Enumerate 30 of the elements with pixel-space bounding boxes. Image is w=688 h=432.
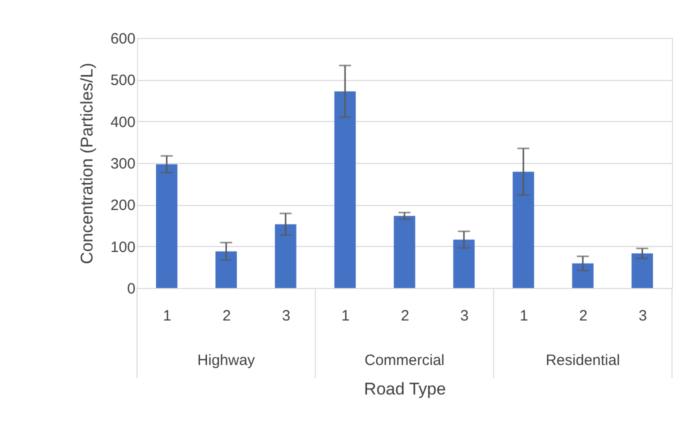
- bar: [274, 224, 296, 288]
- y-tick-label: 300: [110, 156, 136, 172]
- x-tick-label: 1: [341, 308, 350, 324]
- x-tick-label: 1: [520, 308, 528, 324]
- bar: [394, 216, 416, 288]
- x-tick-label: 3: [282, 308, 290, 324]
- bar: [156, 164, 178, 288]
- y-tick-label: 200: [110, 197, 136, 214]
- y-tick-label: 500: [110, 72, 136, 90]
- y-tick-label: 100: [110, 238, 136, 256]
- x-tick-label: 1: [163, 308, 172, 324]
- x-tick-label: 2: [579, 308, 588, 324]
- x-tick-label: 3: [638, 308, 647, 324]
- x-tick-label: 3: [460, 308, 469, 324]
- bar: [512, 172, 534, 288]
- bar: [215, 251, 237, 288]
- bar: [572, 263, 594, 288]
- y-tick-label: 400: [110, 114, 136, 131]
- bar: [334, 91, 356, 288]
- text: Commercial: [364, 352, 445, 369]
- x-tick-label: 2: [400, 308, 410, 324]
- y-axis-title: Concentration (Particles/L): [77, 62, 96, 264]
- text: Highway: [197, 352, 256, 369]
- bar: [453, 240, 475, 288]
- text: Residential: [546, 352, 620, 369]
- y-tick-label: 600: [110, 30, 136, 48]
- y-tick-label: 0: [127, 280, 136, 298]
- x-tick-label: 2: [222, 308, 231, 324]
- x-axis-title: Road Type: [364, 380, 446, 398]
- bar: [632, 253, 653, 288]
